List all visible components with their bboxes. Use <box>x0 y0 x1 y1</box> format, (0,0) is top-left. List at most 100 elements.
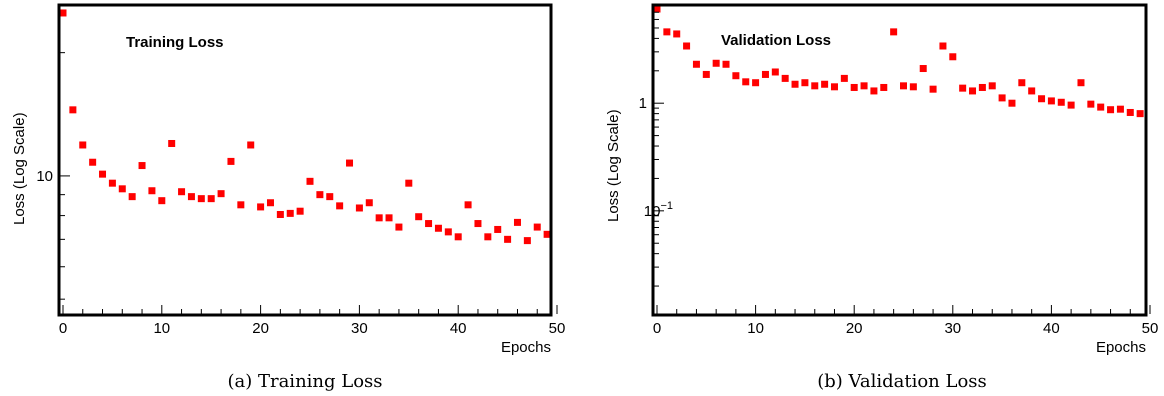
data-point <box>474 220 482 228</box>
data-point <box>781 74 789 82</box>
data-point <box>336 202 344 210</box>
figure-caption: (a) Training Loss <box>227 371 382 392</box>
data-point <box>663 28 671 36</box>
data-point <box>673 30 681 38</box>
data-point <box>1067 101 1075 109</box>
training-points <box>59 9 551 245</box>
data-point <box>850 83 858 91</box>
data-point <box>742 78 750 86</box>
data-point <box>761 70 769 78</box>
chart-training-loss: Training Loss 0 10 20 30 40 50 10 Epochs Loss… <box>11 3 566 392</box>
x-axis-title: Epochs <box>1096 339 1146 356</box>
data-point <box>919 65 927 73</box>
data-point <box>1126 108 1134 116</box>
data-point <box>969 87 977 95</box>
x-tick-label: 0 <box>59 320 67 337</box>
data-point <box>1008 99 1016 107</box>
y-tick-label: 10 <box>36 168 53 185</box>
data-point <box>99 170 107 178</box>
data-point <box>1107 106 1115 114</box>
x-tick-label: 40 <box>450 320 467 337</box>
data-point <box>79 141 87 149</box>
data-point <box>998 94 1006 102</box>
data-point <box>405 179 413 187</box>
data-point <box>890 28 898 36</box>
x-tick-label: 20 <box>252 320 269 337</box>
data-point <box>811 82 819 90</box>
data-point <box>692 60 700 68</box>
data-point <box>900 82 907 90</box>
data-point <box>978 83 986 91</box>
data-point <box>909 83 917 91</box>
x-tick-label: 40 <box>1043 320 1060 337</box>
data-point <box>1077 79 1085 87</box>
data-point <box>266 199 274 207</box>
data-point <box>108 179 116 187</box>
validation-points <box>653 5 1144 118</box>
data-point <box>712 59 720 67</box>
data-point <box>454 233 462 241</box>
data-point <box>286 209 294 217</box>
data-point <box>949 53 957 61</box>
y-axis-ticks: 10 <box>36 52 70 300</box>
data-point <box>929 85 937 93</box>
data-point <box>484 233 492 241</box>
data-point <box>513 218 521 226</box>
x-tick-label: 30 <box>944 320 961 337</box>
data-point <box>653 5 661 13</box>
y-tick-label: 1 <box>639 95 647 112</box>
data-point <box>860 82 868 90</box>
x-axis-ticks: 0 10 20 30 40 50 <box>653 305 1158 337</box>
data-point <box>523 237 531 245</box>
data-point <box>425 220 433 228</box>
data-point <box>118 185 126 193</box>
x-tick-label: 30 <box>351 320 368 337</box>
x-tick-label: 50 <box>549 320 566 337</box>
data-point <box>415 213 423 221</box>
data-point <box>752 79 760 87</box>
data-point <box>683 42 691 50</box>
x-tick-label: 10 <box>153 320 170 337</box>
data-point <box>504 235 512 243</box>
y-axis-title: Loss (Log Scale) <box>11 112 28 225</box>
data-point <box>870 87 878 95</box>
data-point <box>128 193 136 201</box>
data-point <box>178 188 186 196</box>
data-point <box>187 193 195 201</box>
data-point <box>207 195 215 203</box>
x-tick-label: 0 <box>653 320 661 337</box>
data-point <box>533 223 541 231</box>
data-point <box>276 210 284 218</box>
data-point <box>732 72 740 80</box>
data-point <box>346 159 354 167</box>
plot-frame <box>651 3 1148 317</box>
data-point <box>1018 79 1026 87</box>
data-point <box>385 214 393 222</box>
plot-frame <box>57 3 553 317</box>
chart-title: Validation Loss <box>721 32 831 49</box>
data-point <box>722 60 730 68</box>
data-point <box>296 207 304 215</box>
data-point <box>227 157 235 165</box>
data-point <box>1097 103 1105 111</box>
data-point <box>89 158 97 166</box>
x-tick-label: 20 <box>846 320 863 337</box>
data-point <box>434 224 442 232</box>
x-tick-label: 10 <box>747 320 764 337</box>
data-point <box>464 201 472 209</box>
data-point <box>365 199 373 207</box>
data-point <box>158 197 166 205</box>
data-point <box>444 228 452 236</box>
data-point <box>1028 87 1036 95</box>
data-point <box>959 84 967 92</box>
data-point <box>316 191 324 199</box>
y-axis-ticks: 1 10−1 <box>639 5 673 287</box>
data-point <box>355 204 363 212</box>
data-point <box>1087 100 1095 108</box>
data-point <box>988 82 996 90</box>
data-point <box>247 141 255 149</box>
data-point <box>237 201 245 209</box>
figure-caption: (b) Validation Loss <box>817 371 987 392</box>
data-point <box>375 214 383 222</box>
